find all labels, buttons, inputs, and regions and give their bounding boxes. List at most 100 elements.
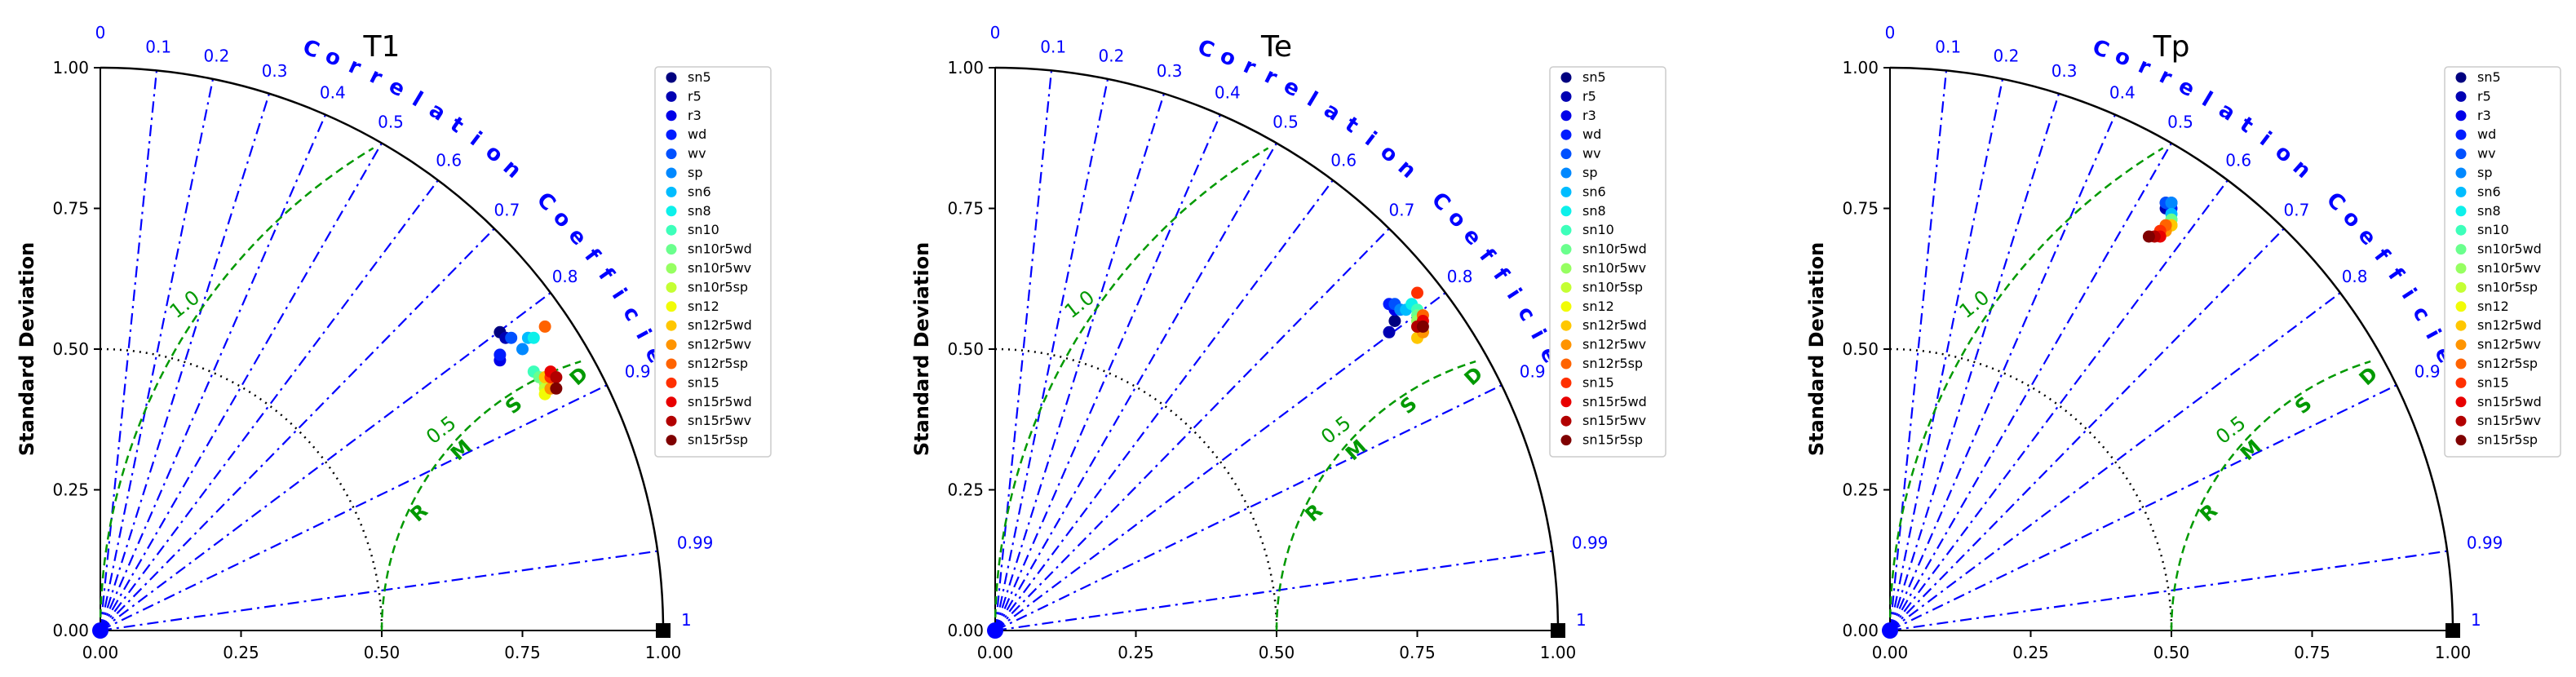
origin-marker	[92, 622, 108, 639]
legend-marker	[666, 281, 677, 293]
correlation-axis-letter: i	[1361, 127, 1383, 152]
legend-label: sn5	[1582, 69, 1606, 85]
correlation-line	[1888, 114, 2117, 631]
correlation-axis-letter: C	[299, 35, 324, 64]
legend-label: wv	[688, 146, 706, 162]
legend-marker	[666, 263, 677, 274]
data-point	[538, 320, 551, 333]
x-tick-label: 1.00	[1540, 643, 1577, 662]
correlation-axis-letter: o	[1375, 139, 1403, 169]
correlation-tick-label: 0.2	[203, 46, 229, 65]
rmsd-axis-letter: R	[405, 499, 432, 526]
correlation-tick-label: 0.7	[1388, 201, 1414, 220]
correlation-tick-label: 0.3	[262, 61, 288, 81]
legend-label: sn10r5sp	[2477, 279, 2538, 294]
legend-label: wv	[2477, 146, 2496, 162]
legend-marker	[1560, 186, 1572, 197]
correlation-tick-label: 0	[95, 23, 106, 42]
correlation-line	[994, 384, 1503, 631]
correlation-axis-letter: n	[498, 155, 527, 184]
correlation-tick-label: 0.5	[2167, 112, 2193, 131]
legend-label: sn10r5sp	[688, 279, 748, 294]
correlation-axis-letter: f	[2369, 245, 2395, 268]
data-point	[1411, 286, 1423, 299]
legend-marker	[666, 320, 677, 331]
x-tick-label: 0.50	[364, 643, 401, 662]
x-tick-label: 0.25	[1118, 643, 1154, 662]
rmsd-contour	[1888, 147, 2164, 631]
legend-marker	[666, 224, 677, 236]
legend-marker	[2455, 148, 2467, 160]
legend-label: wd	[2477, 126, 2496, 142]
legend-label: sn15r5wv	[1582, 413, 1646, 428]
legend-marker	[666, 301, 677, 312]
legend-marker	[1560, 339, 1572, 351]
rmsd-contour	[2170, 360, 2371, 631]
correlation-axis-letter: c	[617, 303, 646, 327]
legend-marker	[666, 244, 677, 255]
legend-marker	[2455, 281, 2467, 293]
correlation-tick-label: 0.99	[1572, 533, 1609, 553]
legend-label: sn12	[688, 299, 719, 314]
data-point	[550, 382, 563, 395]
correlation-axis-letter: e	[1458, 223, 1487, 251]
correlation-axis-letter: e	[2352, 223, 2382, 251]
correlation-axis-letter: C	[2089, 35, 2113, 64]
legend-label: sn5	[2477, 69, 2501, 85]
legend-label: sn15r5sp	[688, 432, 748, 448]
correlation-axis-letter: c	[1512, 303, 1541, 327]
data-point	[516, 343, 529, 356]
legend-label: r5	[688, 88, 702, 104]
correlation-axis-letter: a	[2214, 98, 2241, 127]
legend-marker	[1560, 281, 1572, 293]
legend-label: sn10r5wv	[1582, 260, 1646, 276]
legend-marker	[2455, 435, 2467, 446]
correlation-tick-label: 0.6	[1330, 150, 1357, 170]
correlation-line	[99, 114, 327, 631]
data-point	[550, 371, 563, 383]
correlation-axis-letter: o	[2270, 139, 2298, 169]
correlation-tick-label: 0.2	[1993, 46, 2019, 65]
rmsd-contour	[99, 147, 374, 631]
correlation-axis-letter: o	[2338, 206, 2367, 234]
legend-label: sn12	[2477, 299, 2509, 314]
correlation-axis-letter: n	[2288, 155, 2317, 184]
legend-label: sn12r5wd	[2477, 317, 2542, 333]
correlation-axis-letter: C	[2321, 188, 2351, 217]
correlation-line	[1888, 78, 2004, 631]
legend-label: sn5	[688, 69, 711, 85]
correlation-line	[100, 292, 551, 631]
correlation-tick-label: 0.4	[320, 82, 346, 102]
legend-label: sn15r5wv	[688, 413, 751, 428]
rmsd-axis-letter: D	[565, 362, 593, 390]
legend-label: sp	[2477, 165, 2493, 180]
legend-label: r3	[1582, 108, 1596, 123]
correlation-tick-label: 0.6	[436, 150, 462, 170]
data-point	[494, 348, 507, 361]
correlation-axis-letter: t	[445, 113, 469, 139]
correlation-axis-letter: r	[1260, 64, 1282, 91]
std-outer-arc	[100, 66, 665, 631]
correlation-axis-letter: e	[2175, 73, 2201, 103]
legend-label: sn12r5sp	[688, 356, 748, 371]
correlation-line	[1889, 179, 2229, 631]
legend-label: wd	[688, 126, 706, 142]
legend-label: sn10	[1582, 222, 1614, 237]
legend-label: sn8	[2477, 203, 2501, 219]
correlation-axis-letter: f	[2383, 263, 2409, 286]
correlation-line	[994, 292, 1446, 631]
correlation-tick-label: 0.9	[2414, 362, 2441, 382]
correlation-line	[99, 78, 215, 631]
data-point	[2165, 197, 2178, 210]
legend-label: sp	[688, 165, 703, 180]
legend-marker	[2455, 206, 2467, 217]
legend-label: sn10r5wv	[688, 260, 751, 276]
correlation-tick-label: 0.3	[2052, 61, 2078, 81]
x-tick-label: 0.75	[1399, 643, 1436, 662]
correlation-axis-letter: f	[1474, 245, 1500, 268]
correlation-axis-letter: o	[1216, 43, 1241, 72]
y-tick-label: 0.25	[52, 480, 89, 500]
data-point	[505, 331, 518, 344]
legend-marker	[666, 167, 677, 179]
